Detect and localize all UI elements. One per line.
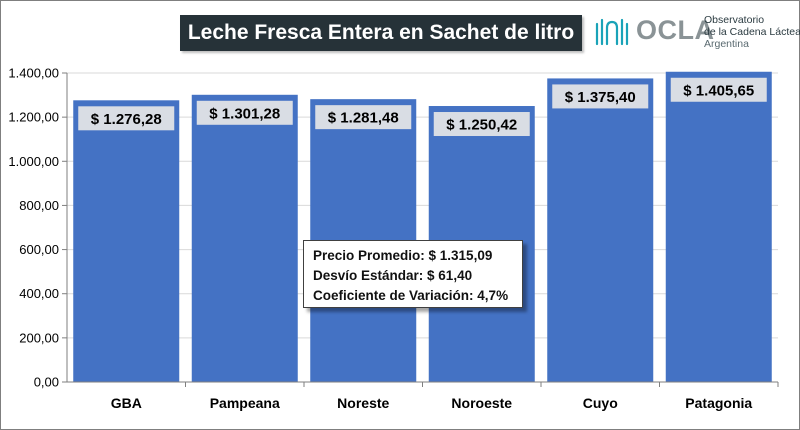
data-label-bg (315, 105, 412, 130)
x-tick-label: Patagonia (685, 395, 752, 411)
ocla-logo: OCLA Observatorio de la Cadena Láctea Ar… (594, 12, 800, 58)
logo-wordmark: OCLA (636, 15, 715, 45)
bar-pampeana (191, 94, 298, 383)
y-tick-label: 600,00 (19, 242, 59, 257)
y-tick-label: 1.000,00 (8, 154, 59, 169)
chart-title: Leche Fresca Entera en Sachet de litro (180, 15, 582, 51)
y-tick-label: 1.400,00 (8, 66, 59, 81)
x-tick-label: Cuyo (583, 395, 618, 411)
data-label: $ 1.281,48 (328, 110, 399, 127)
logo-line-3: Argentina (704, 38, 749, 50)
data-label-bg (78, 106, 175, 131)
milk-drop-logo-icon (595, 18, 629, 46)
stats-std-dev: Desvío Estándar: $ 61,40 (313, 268, 473, 283)
data-label: $ 1.405,65 (683, 82, 754, 99)
bars (73, 71, 772, 383)
stats-average: Precio Promedio: $ 1.315,09 (313, 248, 493, 263)
y-tick-label: 1.200,00 (8, 110, 59, 125)
bar-gba (73, 100, 180, 383)
data-label-bg (196, 100, 293, 125)
y-tick-label: 800,00 (19, 198, 59, 213)
logo-line-1: Observatorio (704, 14, 765, 26)
stats-box: Precio Promedio: $ 1.315,09 Desvío Están… (303, 240, 523, 308)
data-labels: $ 1.276,28 $ 1.301,28 $ 1.281,48 $ 1.250,42… (78, 77, 767, 137)
stats-coef-variation: Coeficiente de Variación: 4,7% (313, 288, 509, 303)
x-tick-label: Noroeste (451, 395, 512, 411)
bar-cuyo (547, 78, 654, 383)
x-tick-label: Pampeana (210, 395, 280, 411)
y-tick-label: 200,00 (19, 330, 59, 345)
axes: 0,00 200,00 400,00 600,00 800,00 1.000,00 1.20… (8, 66, 779, 411)
data-label: $ 1.276,28 (91, 111, 162, 128)
data-label: $ 1.250,42 (446, 117, 517, 134)
logo-subtitle: Observatorio de la Cadena Láctea Argenti… (704, 14, 800, 50)
data-label-bg (670, 77, 767, 102)
y-tick-label: 0,00 (34, 375, 59, 390)
x-tick-label: GBA (111, 395, 142, 411)
data-label: $ 1.301,28 (209, 105, 280, 122)
data-label-bg (433, 112, 530, 137)
bar-patagonia (665, 71, 772, 383)
x-tick-label: Noreste (337, 395, 389, 411)
grid-lines (67, 72, 778, 339)
data-label-bg (552, 84, 649, 109)
logo-line-2: de la Cadena Láctea (704, 26, 800, 38)
data-label: $ 1.375,40 (565, 89, 636, 106)
y-tick-label: 400,00 (19, 286, 59, 301)
